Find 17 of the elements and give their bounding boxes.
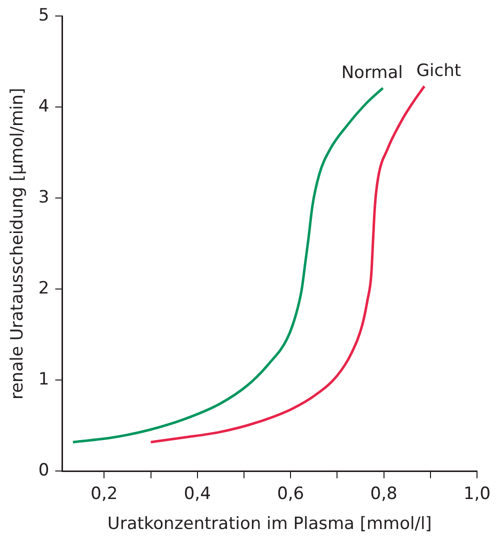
y-axis-title: renale Uratausscheidung [µmol/min] [8,88,28,400]
y-tick-label: 4 [38,96,50,117]
x-tick-label: 0,8 [370,484,398,504]
x-tick-label: 0,6 [277,484,304,504]
line-series [150,85,426,444]
series-label: Normal [341,63,403,84]
y-tick-label: 2 [38,278,50,299]
x-tick-label: 0,4 [184,484,211,504]
y-tick-label: 3 [38,188,50,208]
y-tick-label: 0 [38,460,50,481]
line-series [72,86,384,444]
x-tick-label: 0,2 [90,484,118,504]
series-label: Gicht [416,61,462,82]
x-axis-title: Uratkonzentration im Plasma [mmol/l] [107,514,432,534]
x-tick-label: 1,0 [463,484,491,504]
y-tick-label: 5 [38,6,50,26]
y-tick-label: 1 [38,370,50,390]
